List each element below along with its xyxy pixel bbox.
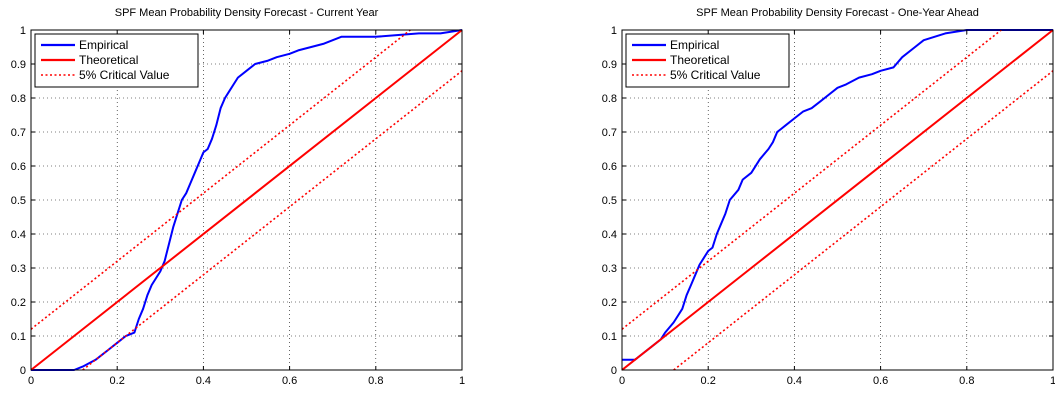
y-tick-label: 0.4 [11, 229, 26, 241]
y-tick-label: 0.4 [602, 229, 617, 241]
x-tick-label: 0 [28, 375, 34, 387]
series-group [30, 29, 463, 371]
x-tick-label: 0.4 [787, 375, 802, 387]
y-tick-label: 0.8 [11, 93, 26, 105]
y-tick-label: 1 [611, 25, 617, 37]
x-tick-label: 0.8 [959, 375, 974, 387]
x-tick-label: 0.2 [110, 375, 125, 387]
legend-label: Empirical [79, 38, 128, 52]
y-tick-label: 0.2 [602, 297, 617, 309]
y-tick-label: 0 [20, 365, 26, 377]
y-tick-label: 0.6 [11, 161, 26, 173]
x-tick-label: 0.2 [701, 375, 716, 387]
chart-title: SPF Mean Probability Density Forecast - … [115, 7, 379, 19]
y-tick-label: 0.3 [11, 263, 26, 275]
ticks: 0 0.2 0.4 0.6 0.8 1 0 0.1 0.2 0.3 0.4 0.5 0.6 0.7 0.8 0… [602, 25, 1055, 387]
x-tick-label: 0.6 [873, 375, 888, 387]
x-tick-label: 0.6 [282, 375, 297, 387]
ticks: 0 0.2 0.4 0.6 0.8 1 0 0.1 0.2 0.3 0.4 0.5 0.6 0.7 0.8 0… [11, 25, 465, 387]
y-tick-label: 0.5 [11, 195, 26, 207]
series-line-empirical [622, 29, 1053, 361]
chart-title: SPF Mean Probability Density Forecast - … [696, 7, 979, 19]
legend-label: Theoretical [79, 53, 138, 67]
x-tick-label: 0.8 [368, 375, 383, 387]
y-tick-label: 0.1 [602, 331, 617, 343]
x-tick-label: 0.4 [196, 375, 211, 387]
y-tick-label: 0.9 [11, 59, 26, 71]
legend-label: 5% Critical Value [670, 68, 761, 82]
x-tick-label: 1 [459, 375, 465, 387]
x-tick-label: 1 [1050, 375, 1055, 387]
y-tick-label: 0.9 [602, 59, 617, 71]
series-line-theoretical [621, 29, 1054, 371]
y-tick-label: 0.2 [11, 297, 26, 309]
x-tick-label: 0 [619, 375, 625, 387]
y-tick-label: 1 [20, 25, 26, 37]
y-tick-label: 0.8 [602, 93, 617, 105]
y-tick-label: 0.6 [602, 161, 617, 173]
y-tick-label: 0.1 [11, 331, 26, 343]
y-tick-label: 0.7 [11, 127, 26, 139]
chart-panel-1: SPF Mean Probability Density Forecast - … [11, 7, 465, 387]
series-line-theoretical [30, 29, 463, 371]
legend-label: Empirical [670, 38, 719, 52]
series-line-empirical [31, 29, 463, 371]
y-tick-label: 0 [611, 365, 617, 377]
y-tick-label: 0.3 [602, 263, 617, 275]
legend-label: 5% Critical Value [79, 68, 170, 82]
y-tick-label: 0.5 [602, 195, 617, 207]
y-tick-label: 0.7 [602, 127, 617, 139]
chart-panel-2: SPF Mean Probability Density Forecast - … [602, 7, 1055, 387]
series-group [621, 29, 1054, 371]
legend-label: Theoretical [670, 53, 729, 67]
